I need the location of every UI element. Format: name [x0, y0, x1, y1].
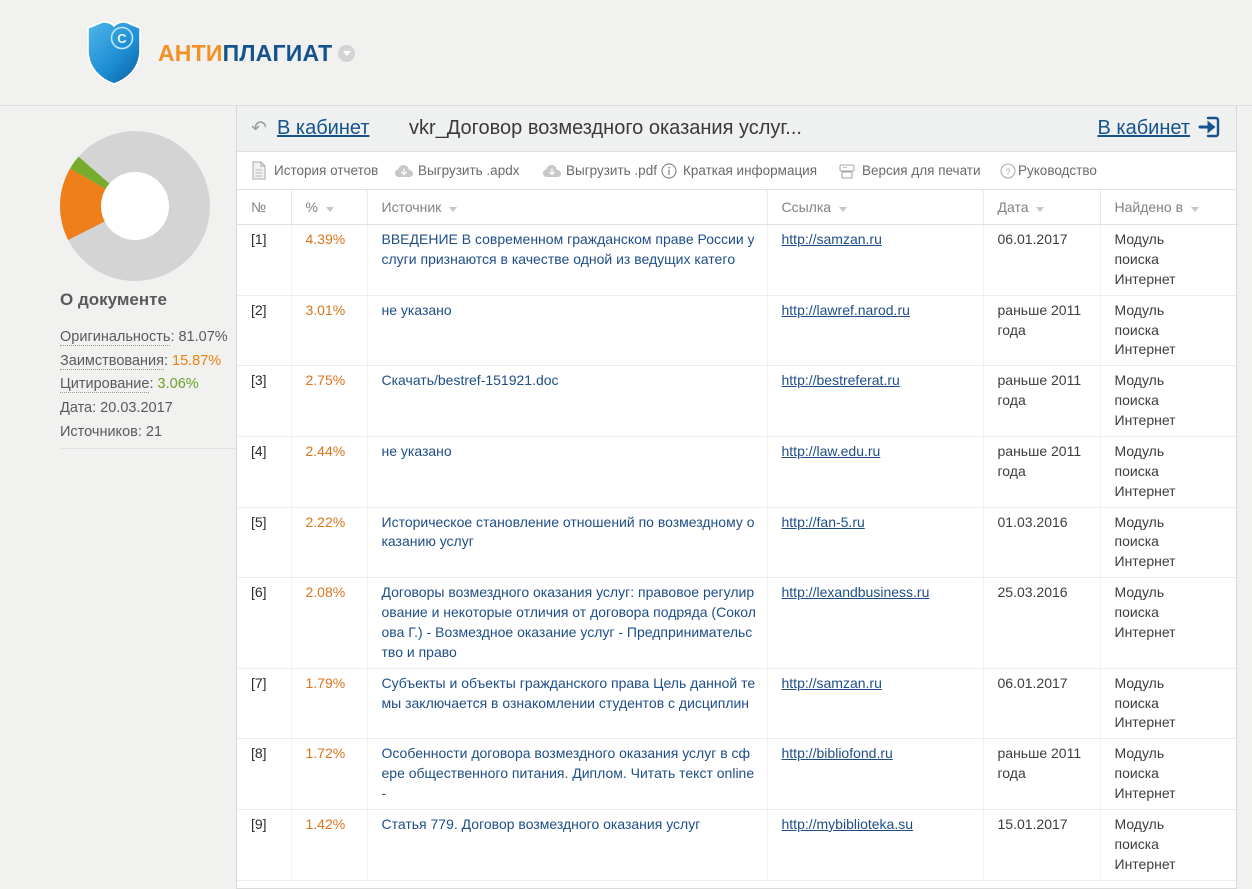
svg-text:C: C: [117, 31, 127, 46]
svg-text:?: ?: [1005, 167, 1010, 177]
